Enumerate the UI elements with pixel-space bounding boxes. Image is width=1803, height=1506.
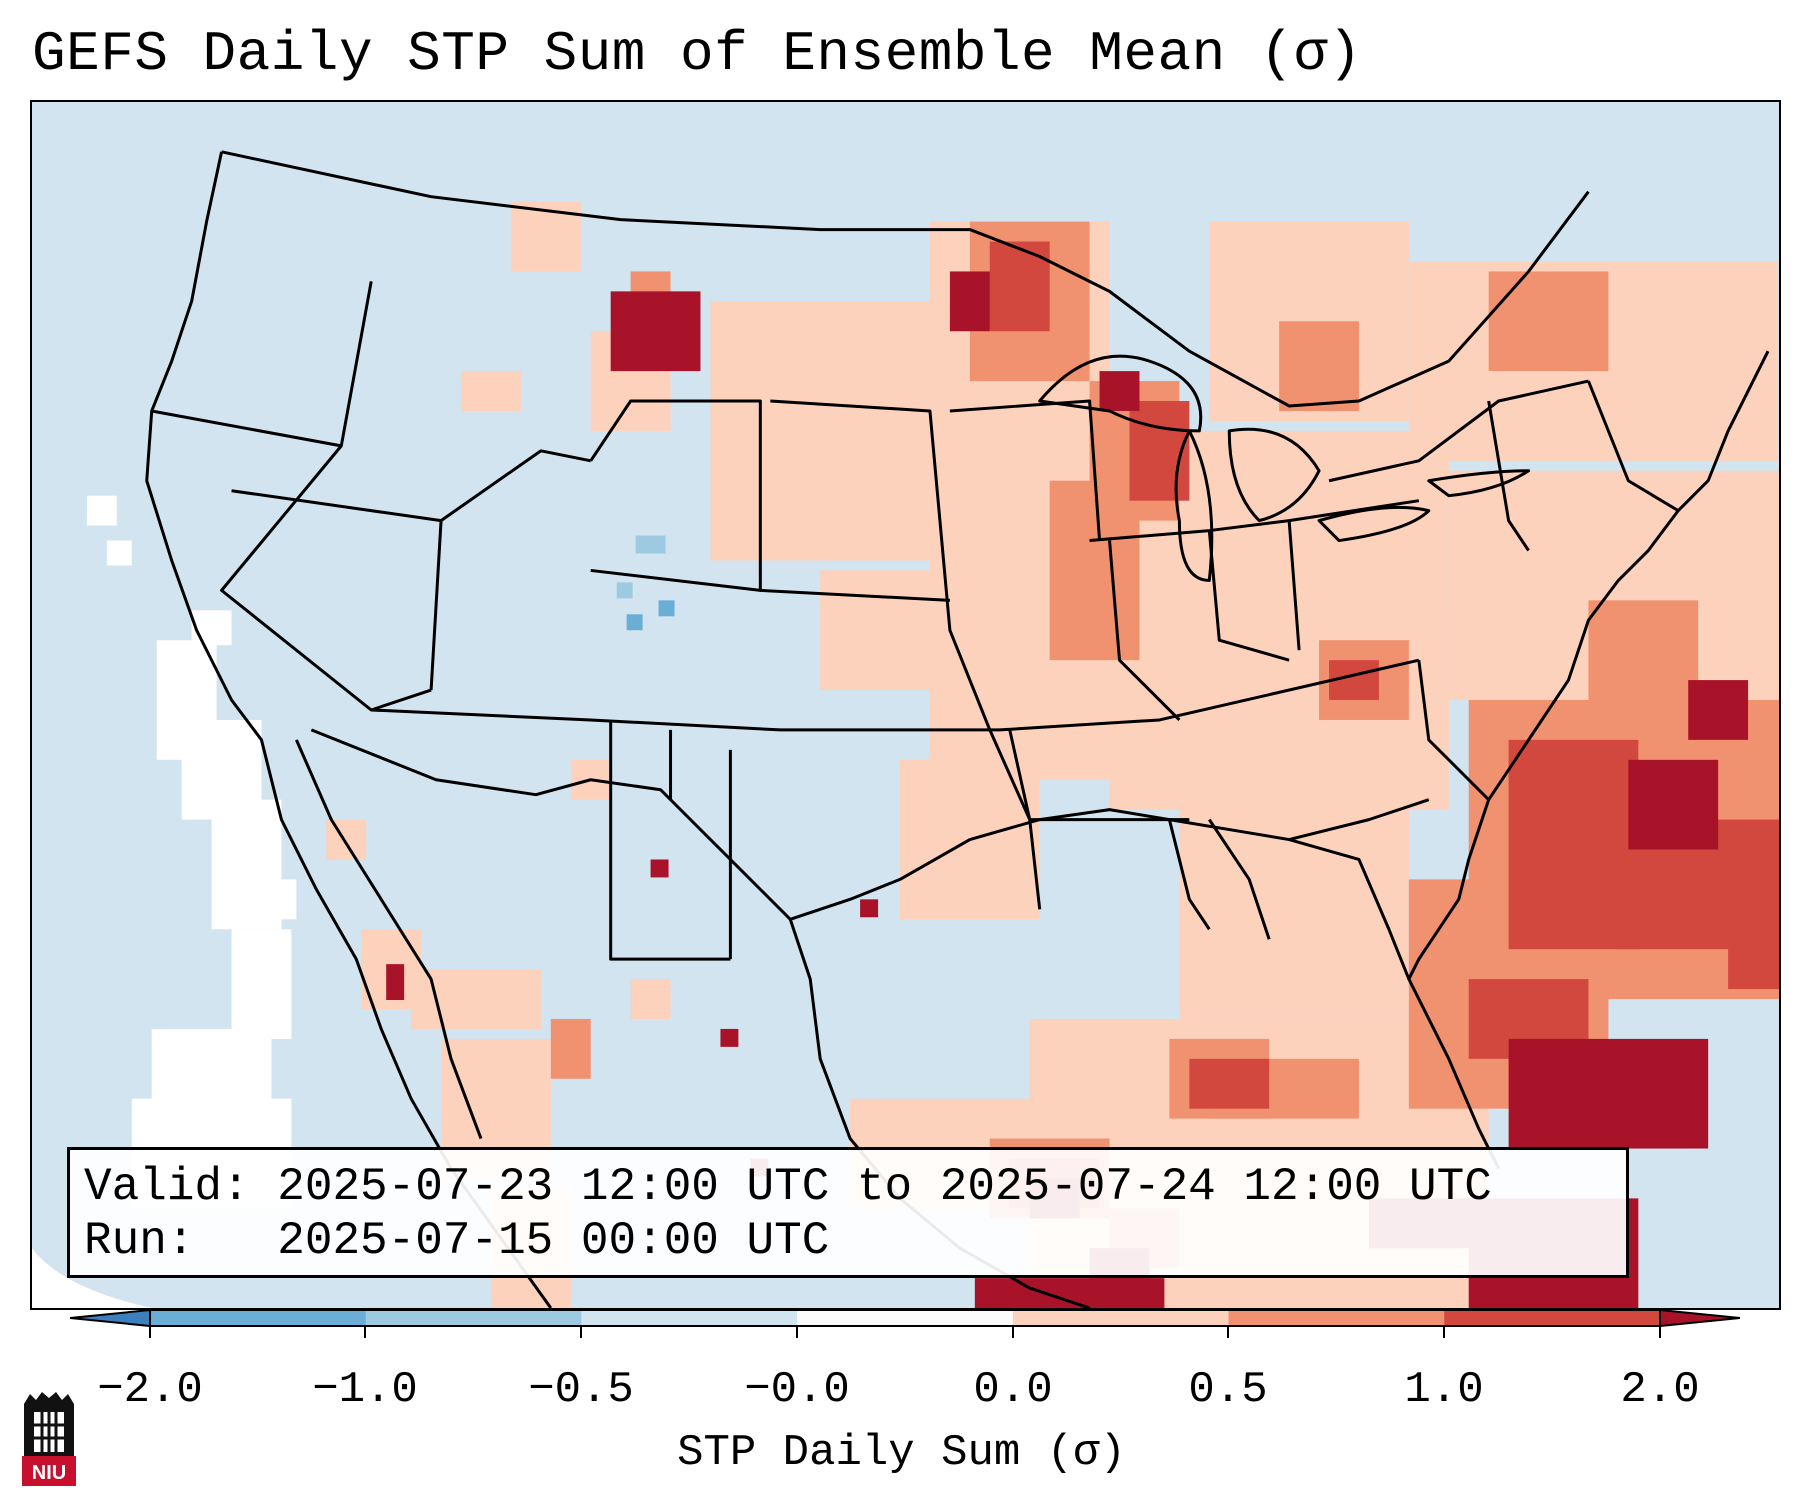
map-panel[interactable]: [30, 100, 1781, 1310]
colorbar-extend-high: [1659, 1310, 1740, 1328]
colorbar-tick-label: 0.5: [1188, 1365, 1268, 1415]
colorbar-tick-label: −2.0: [97, 1365, 203, 1415]
niu-logo-icon: NIU: [22, 1392, 76, 1486]
pacific-neutral-field: [86, 495, 297, 1209]
logo-text: NIU: [32, 1462, 66, 1484]
colorbar-tick-label: −0.0: [744, 1365, 850, 1415]
colorbar-tick-label: 2.0: [1620, 1365, 1700, 1415]
colorbar-cell: [797, 1310, 1014, 1326]
colorbar-tick-label: 0.0: [973, 1365, 1053, 1415]
stp-field-negative: [616, 535, 675, 631]
colorbar-ticks: [149, 1326, 1661, 1338]
colorbar-cell: [365, 1310, 582, 1326]
chart-title: GEFS Daily STP Sum of Ensemble Mean (σ): [32, 22, 1363, 86]
colorbar-extend-low: [70, 1310, 151, 1328]
stp-map[interactable]: [32, 102, 1779, 1308]
colorbar-cell: [1228, 1310, 1445, 1326]
colorbar-tick-label: 1.0: [1404, 1365, 1484, 1415]
map-boundaries: [145, 150, 1770, 1308]
valid-run-info-box: Valid: 2025-07-23 12:00 UTC to 2025-07-2…: [67, 1147, 1629, 1278]
valid-time-label: Valid: 2025-07-23 12:00 UTC to 2025-07-2…: [84, 1161, 1492, 1213]
colorbar-cell: [1012, 1310, 1230, 1326]
colorbar-cell: [581, 1310, 798, 1326]
colorbar-label: STP Daily Sum (σ): [677, 1428, 1126, 1478]
colorbar-tick-label: −0.5: [528, 1365, 634, 1415]
colorbar: [70, 1310, 1740, 1338]
colorbar-cell: [150, 1310, 367, 1326]
colorbar-cell: [1444, 1310, 1661, 1326]
colorbar-tick-label: −1.0: [312, 1365, 418, 1415]
colorbar-outline: [149, 1310, 1661, 1327]
run-time-label: Run: 2025-07-15 00:00 UTC: [84, 1215, 830, 1267]
